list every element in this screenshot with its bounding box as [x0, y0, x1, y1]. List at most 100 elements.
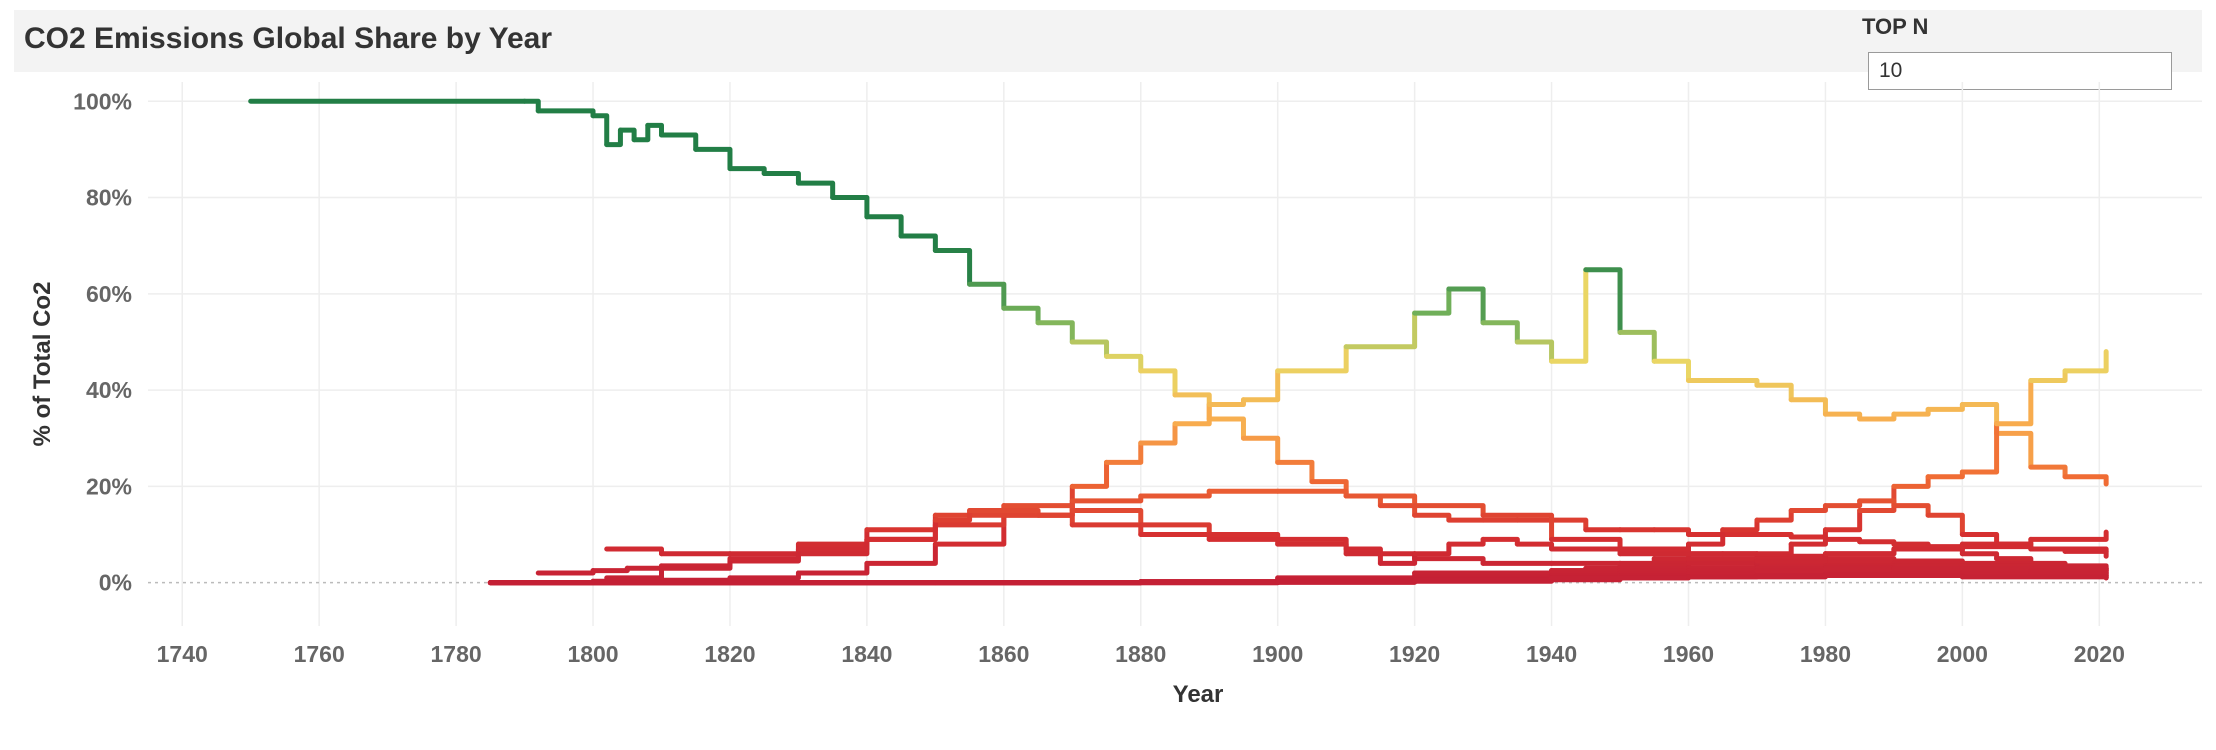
series-segment	[1651, 527, 1691, 538]
series-segment	[1240, 368, 1281, 403]
series-segment	[1275, 459, 1315, 485]
series-segment	[1343, 310, 1418, 350]
x-tick-label: 1940	[1526, 641, 1577, 667]
series-segment	[1480, 536, 1520, 547]
series-segment	[1822, 572, 1965, 580]
series-segment	[1583, 267, 1623, 335]
series-segment	[1788, 503, 1828, 513]
y-tick-label: 100%	[73, 88, 132, 114]
series-segment	[1240, 435, 1281, 465]
series-segment	[1959, 544, 2034, 552]
series-segment	[1891, 406, 1931, 417]
series-line	[487, 349, 2109, 586]
x-tick-label: 1820	[704, 641, 755, 667]
series-segment	[1686, 568, 1760, 576]
series-segment	[1001, 305, 1041, 326]
series-segment	[659, 575, 733, 583]
series-segment	[1857, 411, 1897, 422]
series-segment	[1275, 536, 1349, 552]
x-tick-label: 1780	[431, 641, 482, 667]
series-segment	[1377, 551, 1418, 566]
series-segment	[1686, 551, 1760, 559]
series-segment	[1138, 532, 1212, 542]
series-segment	[1857, 483, 1897, 513]
series-segment	[1891, 474, 1931, 489]
series-segment	[1822, 558, 1897, 566]
series-segment	[1822, 498, 1863, 509]
top-n-input[interactable]	[1868, 52, 2172, 90]
series-segment	[1035, 512, 1075, 528]
series-segment	[522, 98, 541, 114]
series-segment	[1549, 546, 1623, 557]
series-segment	[864, 517, 938, 542]
series-segment	[795, 560, 870, 576]
series-segment	[1412, 541, 1452, 557]
series-segment	[1514, 339, 1555, 364]
series-segment	[1754, 382, 1794, 403]
series-segment	[1686, 565, 1760, 574]
series-segment	[604, 546, 664, 557]
series-segment	[761, 170, 801, 186]
series-segment	[1959, 421, 2000, 475]
series-segment	[1172, 392, 1212, 422]
series-segment	[624, 563, 664, 571]
x-tick-label: 1980	[1800, 641, 1851, 667]
series-segment	[727, 541, 801, 557]
y-tick-label: 80%	[86, 185, 132, 211]
series-segment	[795, 180, 836, 201]
series-segment	[1138, 522, 1212, 538]
series-segment	[1549, 574, 1691, 581]
series-segment	[1549, 568, 1623, 576]
series-segment	[1754, 507, 1794, 523]
series-segment	[1275, 570, 1418, 581]
series-segment	[2028, 546, 2109, 554]
series-segment	[1275, 344, 1349, 374]
series-segment	[1549, 570, 1623, 578]
series-segment	[1138, 579, 1281, 586]
series-segment	[1994, 430, 2034, 470]
series-segment	[1480, 320, 1520, 345]
series-segment	[1069, 459, 1110, 489]
series-segment	[2062, 349, 2109, 374]
series-segment	[1686, 527, 1726, 547]
series-segment	[1549, 560, 1623, 569]
series-segment	[967, 281, 1007, 311]
series-segment	[1412, 503, 1486, 518]
series-segment	[659, 556, 733, 571]
y-axis-title: % of Total Co2	[29, 282, 56, 447]
series-segment	[2062, 474, 2109, 487]
series-segment	[967, 503, 1007, 513]
page-title: CO2 Emissions Global Share by Year	[24, 22, 553, 55]
series-segment	[1206, 536, 1281, 547]
series-segment	[932, 507, 973, 523]
series-segment	[1343, 546, 1383, 566]
y-tick-label: 0%	[99, 570, 132, 596]
series-segment	[604, 127, 623, 148]
title-bar: CO2 Emissions Global Share by Year	[14, 10, 2202, 72]
series-segment	[1891, 503, 1931, 518]
series-segment	[1788, 534, 1828, 542]
series-segment	[1138, 421, 1178, 446]
series-segment	[1206, 397, 1246, 408]
series-line	[487, 572, 2109, 586]
series-segment	[1788, 397, 1828, 417]
series-segment	[1412, 568, 1555, 576]
series-segment	[1549, 267, 1589, 364]
series-segment	[1377, 503, 1418, 518]
series-segment	[590, 565, 630, 574]
y-tick-label: 60%	[86, 281, 132, 307]
series-segment	[1172, 402, 1212, 427]
series-segment	[932, 512, 1007, 528]
series-segment	[1104, 440, 1144, 465]
series-segment	[1925, 402, 1965, 412]
series-segment	[1446, 286, 1486, 326]
series-segment	[864, 214, 904, 239]
series-segment	[535, 108, 596, 119]
series-segment	[830, 195, 870, 220]
series-segment	[2028, 464, 2068, 480]
series-segment	[864, 541, 938, 566]
x-tick-label: 1840	[841, 641, 892, 667]
series-segment	[1822, 546, 1897, 557]
series-segment	[1959, 551, 2000, 562]
series-segment	[1138, 488, 1212, 499]
